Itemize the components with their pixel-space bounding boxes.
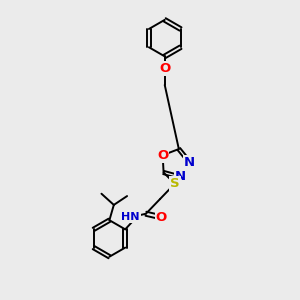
- Text: N: N: [175, 170, 186, 184]
- Text: N: N: [184, 156, 195, 169]
- Text: O: O: [156, 211, 167, 224]
- Text: S: S: [170, 177, 180, 190]
- Text: O: O: [157, 149, 168, 162]
- Text: O: O: [159, 62, 170, 75]
- Text: HN: HN: [122, 212, 140, 222]
